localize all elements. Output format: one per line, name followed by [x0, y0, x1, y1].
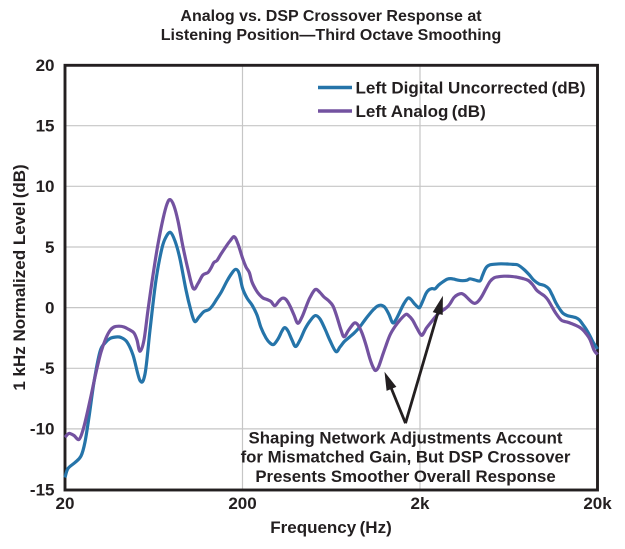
svg-text:Shaping Network Adjustments Ac: Shaping Network Adjustments Account	[249, 429, 563, 448]
svg-text:Analog vs. DSP Crossover Respo: Analog vs. DSP Crossover Response at	[180, 8, 482, 25]
svg-text:-10: -10	[30, 420, 55, 439]
svg-text:1 kHz Normalized Level (dB): 1 kHz Normalized Level (dB)	[10, 164, 29, 390]
svg-text:10: 10	[36, 177, 55, 196]
svg-text:-5: -5	[39, 359, 54, 378]
svg-text:Left Digital Uncorrected (dB): Left Digital Uncorrected (dB)	[356, 79, 586, 98]
svg-text:20: 20	[36, 56, 55, 75]
svg-text:15: 15	[36, 117, 55, 136]
svg-text:for Mismatched Gain, But DSP C: for Mismatched Gain, But DSP Crossover	[241, 448, 571, 467]
svg-text:5: 5	[45, 238, 54, 257]
svg-text:2k: 2k	[411, 494, 430, 513]
svg-text:Presents Smoother Overall Resp: Presents Smoother Overall Response	[255, 467, 555, 486]
svg-text:200: 200	[228, 494, 256, 513]
svg-text:Frequency (Hz): Frequency (Hz)	[270, 518, 391, 537]
svg-text:20: 20	[56, 494, 75, 513]
svg-text:20k: 20k	[583, 494, 612, 513]
svg-text:0: 0	[45, 298, 54, 317]
svg-text:Listening Position—Third Octav: Listening Position—Third Octave Smoothin…	[161, 27, 501, 44]
svg-text:Left Analog (dB): Left Analog (dB)	[356, 102, 486, 121]
svg-text:-15: -15	[30, 480, 55, 499]
